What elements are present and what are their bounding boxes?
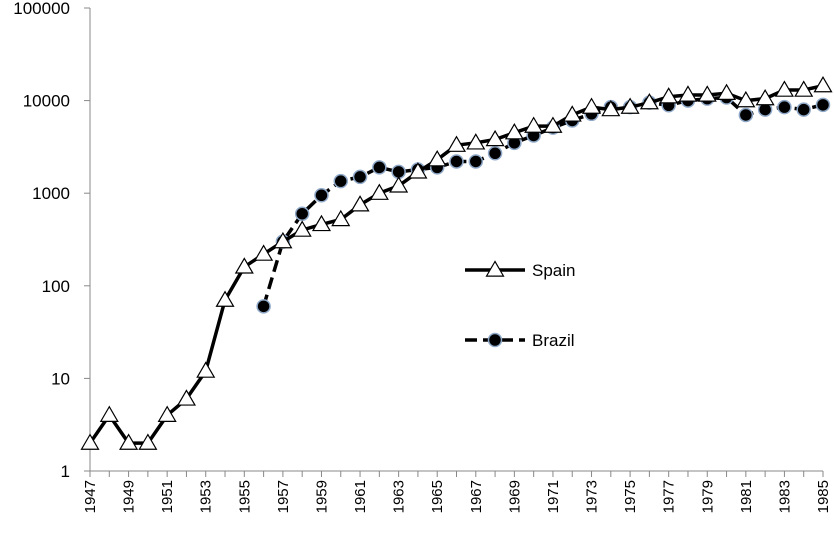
x-tick-label: 1981 xyxy=(738,480,755,513)
data-point-spain xyxy=(176,389,196,406)
data-point-spain xyxy=(562,105,582,122)
data-point-brazil xyxy=(796,102,811,117)
data-point-spain xyxy=(504,123,524,140)
data-point-spain xyxy=(755,88,775,106)
data-point-spain xyxy=(678,85,698,102)
data-point-spain xyxy=(466,133,486,150)
x-tick-label: 1985 xyxy=(815,480,832,513)
x-tick-label: 1961 xyxy=(352,480,369,513)
data-point-spain xyxy=(774,80,794,97)
data-point-brazil xyxy=(294,206,310,221)
data-point-brazil xyxy=(487,146,503,161)
data-point-spain xyxy=(581,97,602,114)
data-point-spain xyxy=(254,244,274,261)
data-point-spain xyxy=(601,99,621,117)
data-point-spain xyxy=(196,361,216,378)
data-point-spain xyxy=(794,80,814,97)
x-tick-label: 1967 xyxy=(468,480,485,513)
legend-label-spain: Spain xyxy=(532,261,575,280)
legend-item-brazil: Brazil xyxy=(465,331,575,350)
y-tick-label: 10000 xyxy=(23,92,70,111)
series-spain xyxy=(80,75,833,450)
data-point-spain xyxy=(736,90,756,108)
x-tick-label: 1951 xyxy=(159,480,176,513)
data-point-spain xyxy=(273,231,293,249)
data-point-spain xyxy=(697,85,717,102)
data-point-spain xyxy=(524,116,544,133)
y-tick-label: 100 xyxy=(42,277,70,296)
data-point-brazil xyxy=(256,299,271,314)
data-point-spain xyxy=(389,176,409,193)
data-point-brazil xyxy=(468,154,484,169)
data-point-spain xyxy=(350,195,370,212)
x-tick-label: 1963 xyxy=(391,480,408,513)
data-point-brazil xyxy=(314,188,329,203)
data-point-spain xyxy=(620,97,640,114)
legend-marker-spain xyxy=(485,260,505,277)
data-point-spain xyxy=(331,209,351,227)
axes: 1 10 100 1000 10000 100000 1947 1949 1951 1953 195… xyxy=(13,0,832,513)
data-point-spain xyxy=(427,150,447,167)
data-point-spain xyxy=(369,183,389,200)
data-point-spain xyxy=(119,433,139,450)
x-tick-label: 1965 xyxy=(429,480,446,513)
data-point-brazil xyxy=(449,154,464,169)
data-point-brazil xyxy=(738,107,754,123)
data-point-spain xyxy=(311,214,332,232)
data-point-brazil xyxy=(815,97,831,113)
legend-label-brazil: Brazil xyxy=(532,331,575,350)
data-point-spain xyxy=(639,92,659,110)
x-tick-label: 1973 xyxy=(584,480,601,513)
data-point-spain xyxy=(813,75,833,93)
x-tick-label: 1971 xyxy=(545,480,562,513)
x-tick-label: 1953 xyxy=(198,480,215,513)
data-point-spain xyxy=(138,433,158,450)
x-tick-label: 1955 xyxy=(236,480,253,513)
x-tick-label: 1983 xyxy=(776,480,793,513)
data-point-spain xyxy=(485,129,505,147)
data-point-spain xyxy=(234,257,254,274)
legend-item-spain: Spain xyxy=(465,260,575,280)
x-tick-label: 1947 xyxy=(82,480,99,513)
data-point-spain xyxy=(408,162,428,179)
data-point-brazil xyxy=(333,173,349,189)
legend: Spain Brazil xyxy=(465,260,575,350)
data-point-brazil xyxy=(372,160,387,175)
data-point-brazil xyxy=(777,99,792,115)
data-point-spain xyxy=(446,135,467,152)
x-tick-label: 1975 xyxy=(622,480,639,513)
data-point-spain xyxy=(215,290,235,307)
x-tick-label: 1949 xyxy=(121,480,138,513)
y-tick-label: 100000 xyxy=(13,0,70,18)
data-point-spain xyxy=(543,116,563,133)
data-point-brazil xyxy=(352,169,368,185)
y-tick-label: 10 xyxy=(51,369,70,388)
legend-marker-brazil xyxy=(487,332,503,348)
x-tick-label: 1969 xyxy=(506,480,523,513)
series-layer xyxy=(80,75,833,450)
data-point-spain xyxy=(292,220,312,237)
x-tick-label: 1959 xyxy=(313,480,330,513)
x-tick-label: 1977 xyxy=(661,480,678,513)
data-point-spain xyxy=(99,405,119,422)
data-point-spain xyxy=(659,87,679,104)
data-point-spain xyxy=(717,83,737,100)
data-point-spain xyxy=(157,405,177,422)
y-tick-label: 1000 xyxy=(32,184,70,203)
x-tick-label: 1979 xyxy=(699,480,716,513)
data-point-spain xyxy=(80,433,100,450)
y-tick-label: 1 xyxy=(61,462,70,481)
x-tick-label: 1957 xyxy=(275,480,292,513)
